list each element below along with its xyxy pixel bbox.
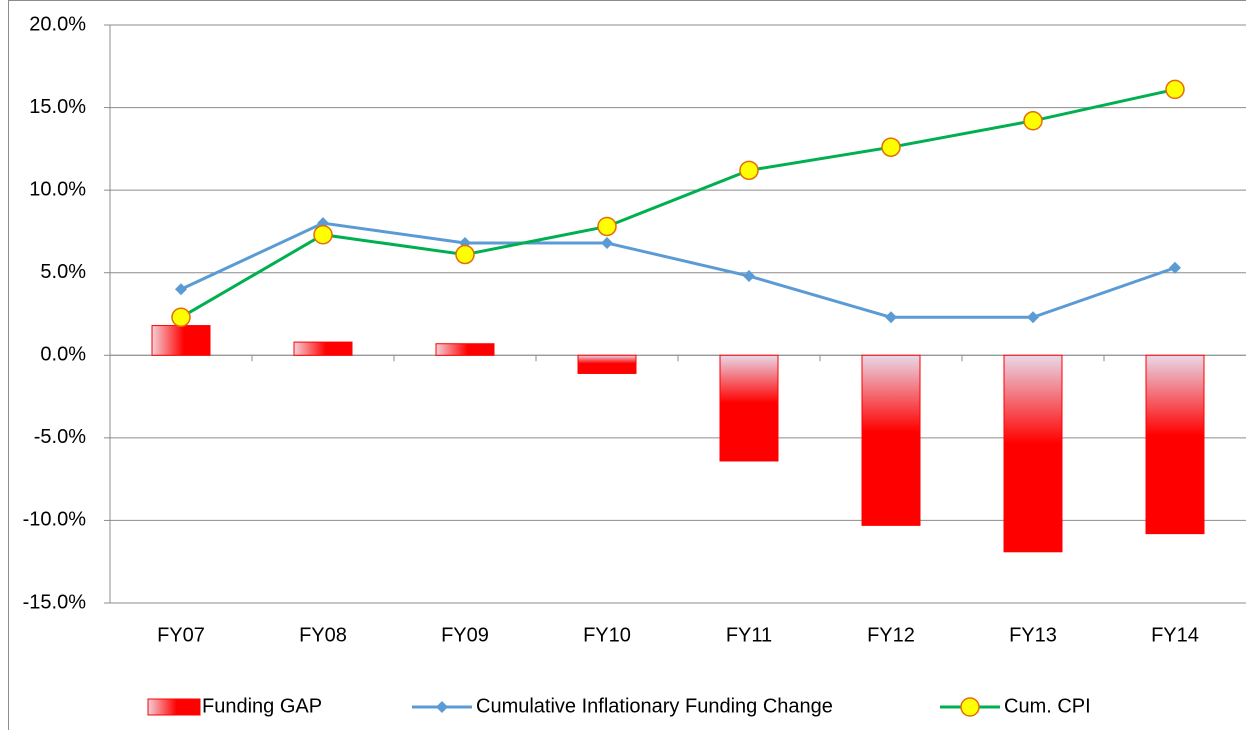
chart-border bbox=[8, 0, 1246, 730]
y-tick-label: 10.0% bbox=[29, 178, 86, 200]
x-tick-label: FY11 bbox=[726, 624, 772, 646]
y-tick-label: 0.0% bbox=[40, 344, 86, 366]
bar bbox=[1145, 354, 1205, 535]
y-tick-label: 20.0% bbox=[29, 13, 86, 35]
legend-label: Cumulative Inflationary Funding Change bbox=[476, 695, 833, 717]
line bbox=[180, 87, 1176, 319]
legend-label: Cum. CPI bbox=[1004, 695, 1091, 717]
bar bbox=[293, 341, 353, 356]
marker bbox=[597, 216, 617, 237]
marker bbox=[175, 283, 187, 296]
marker bbox=[739, 160, 759, 181]
x-tick-label: FY12 bbox=[867, 624, 915, 646]
marker bbox=[881, 137, 901, 157]
x-tick-label: FY08 bbox=[299, 624, 347, 646]
marker bbox=[743, 270, 755, 283]
marker bbox=[313, 224, 333, 245]
x-tick-label: FY10 bbox=[583, 624, 631, 646]
marker bbox=[1027, 311, 1039, 324]
bar bbox=[435, 343, 495, 356]
bar bbox=[1003, 354, 1063, 553]
marker bbox=[171, 307, 191, 328]
legend-label: Funding GAP bbox=[202, 695, 322, 717]
marker bbox=[1023, 111, 1043, 131]
marker bbox=[1169, 261, 1181, 274]
bar bbox=[577, 354, 637, 374]
x-tick-label: FY14 bbox=[1151, 624, 1199, 646]
marker bbox=[885, 311, 897, 324]
marker bbox=[455, 244, 475, 265]
y-tick-label: 5.0% bbox=[40, 261, 86, 283]
y-tick-label: 15.0% bbox=[29, 96, 86, 118]
y-tick-label: -5.0% bbox=[34, 426, 86, 448]
bar bbox=[861, 354, 921, 526]
x-tick-label: FY09 bbox=[441, 624, 489, 646]
marker bbox=[1165, 79, 1185, 100]
x-tick-label: FY13 bbox=[1009, 624, 1057, 646]
legend-swatch bbox=[147, 698, 201, 716]
legend-marker bbox=[960, 697, 980, 717]
y-tick-label: -10.0% bbox=[23, 509, 87, 531]
bar bbox=[151, 325, 211, 356]
bar bbox=[719, 354, 779, 462]
y-tick-label: -15.0% bbox=[23, 591, 87, 613]
legend-marker bbox=[436, 701, 448, 713]
x-tick-label: FY07 bbox=[157, 624, 205, 646]
marker bbox=[601, 236, 613, 249]
line bbox=[180, 221, 1176, 319]
